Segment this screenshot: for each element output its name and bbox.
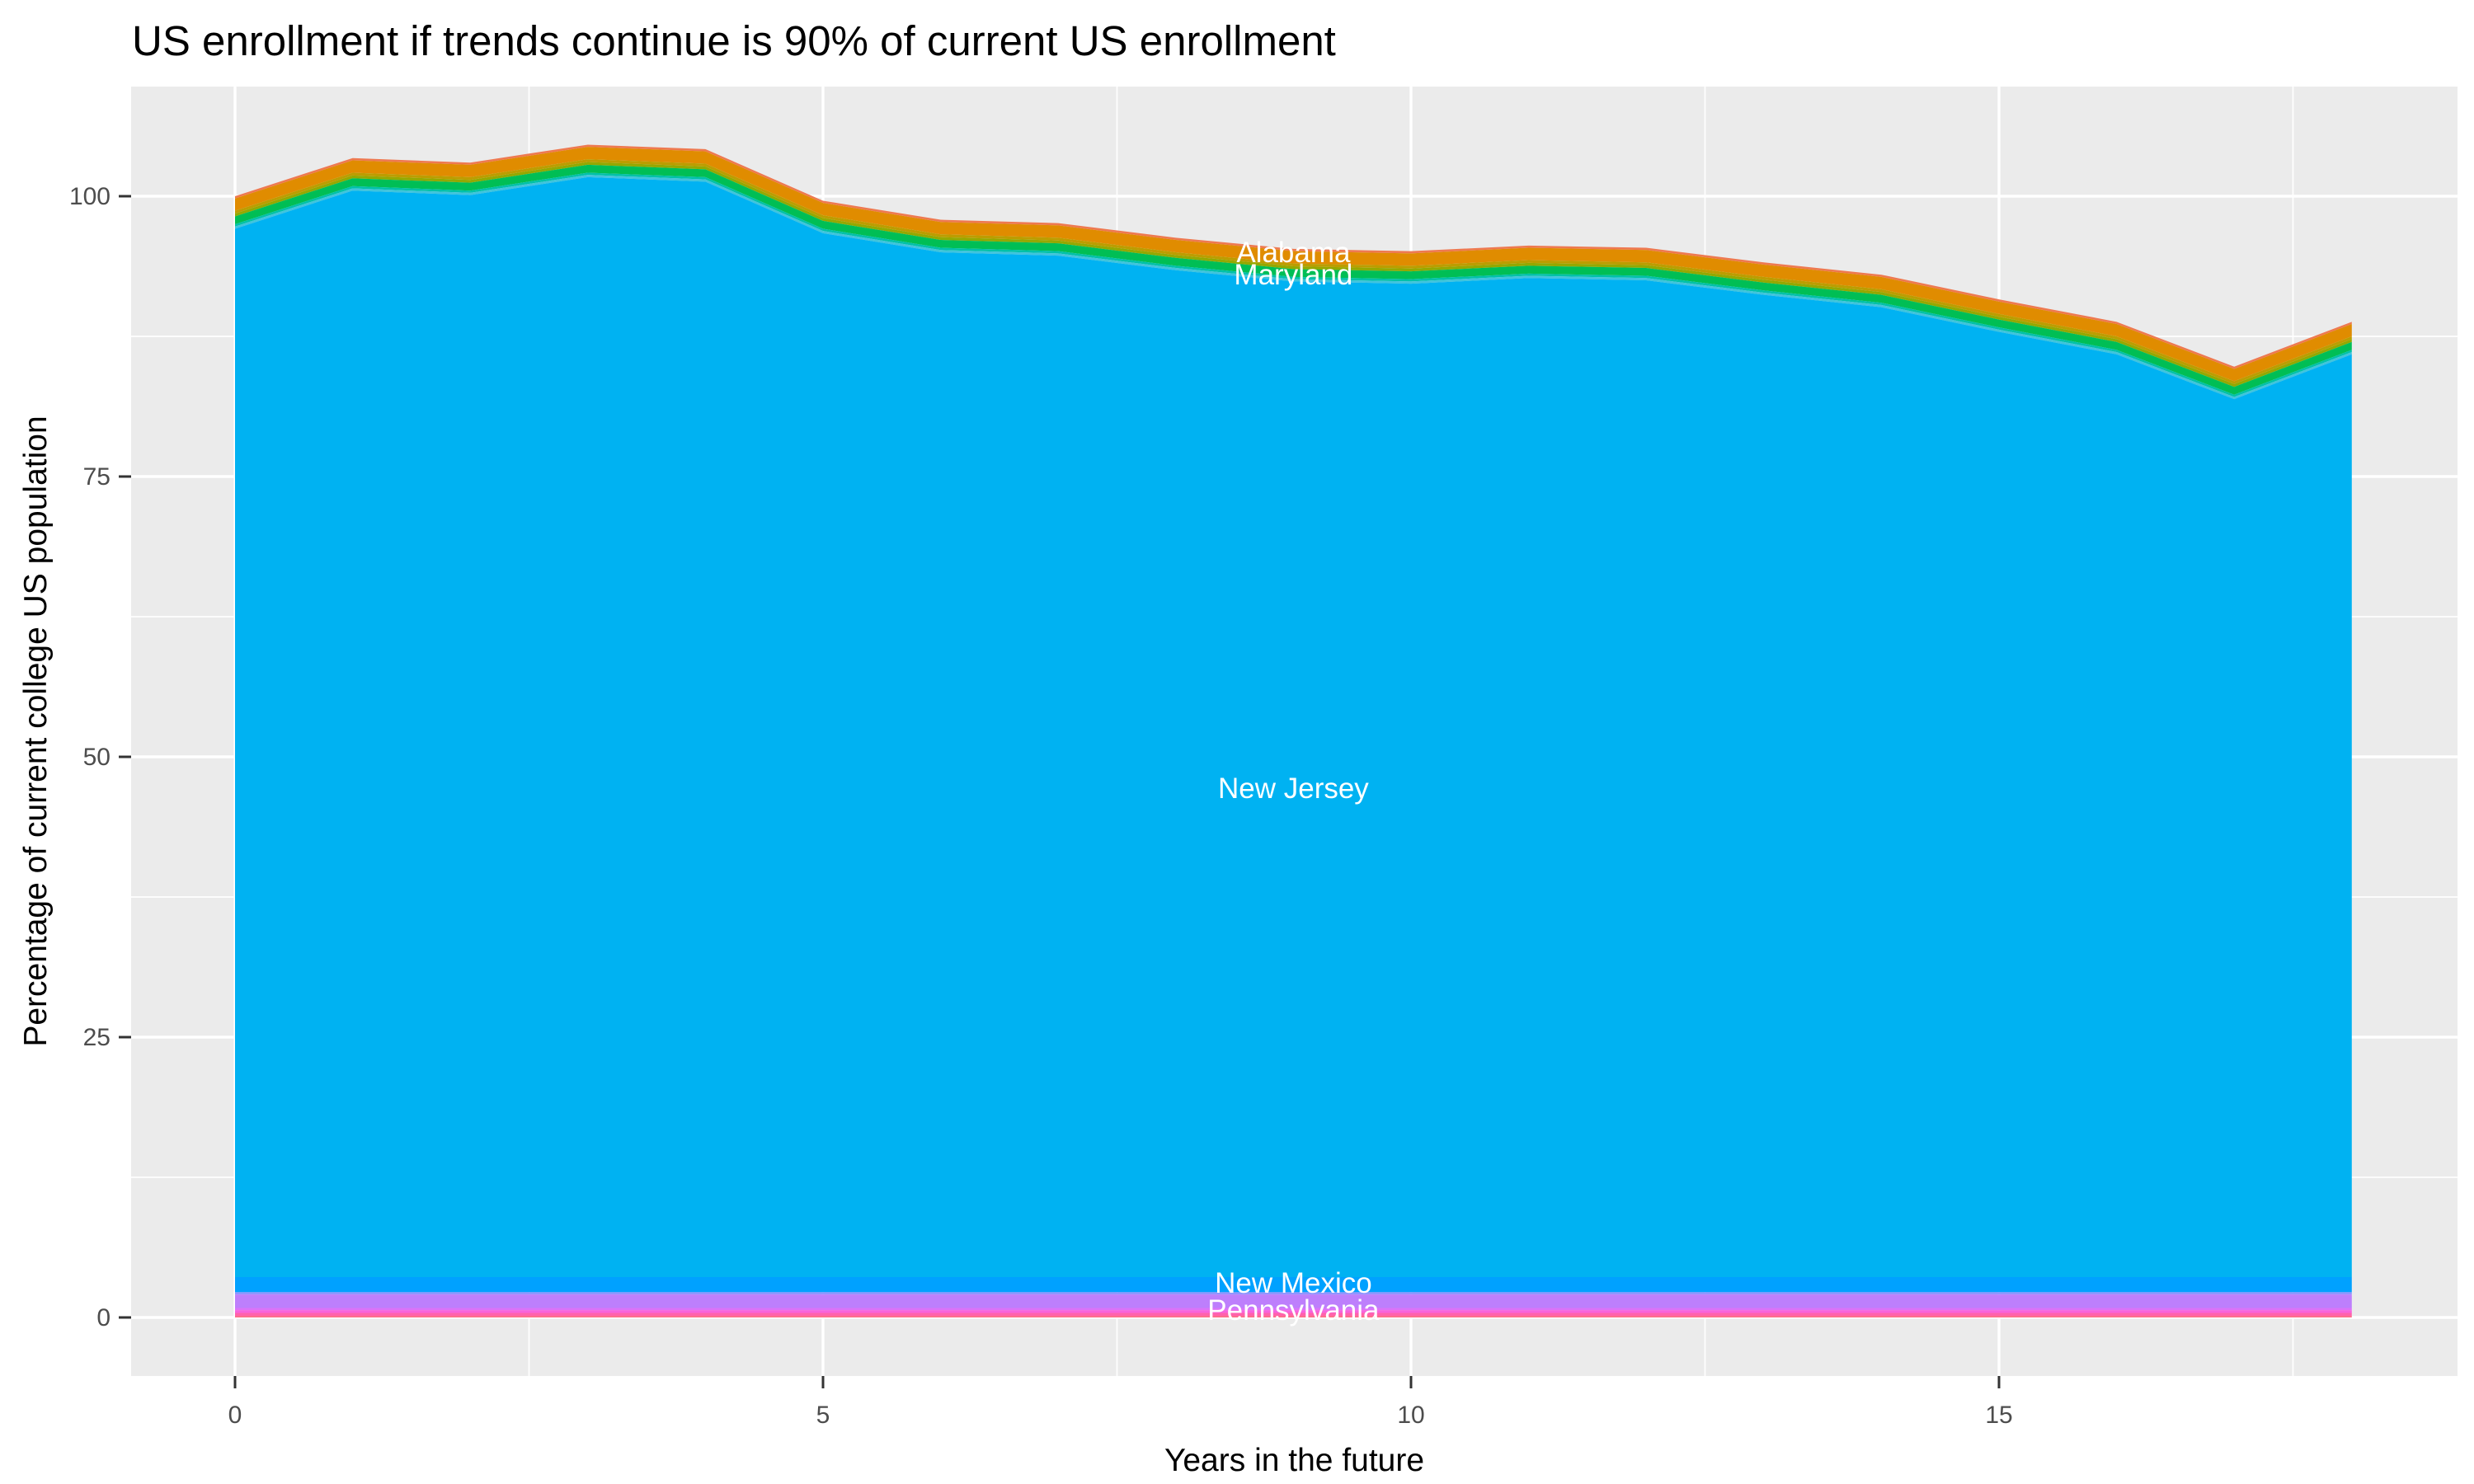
maryland-green-band	[235, 164, 2352, 395]
orchid-band	[235, 1308, 2352, 1311]
pennsylvania-purple-band	[235, 1294, 2352, 1308]
periwinkle-band	[235, 1292, 2352, 1295]
x-tick-label: 5	[816, 1402, 830, 1429]
alabama-orange-band	[235, 147, 2352, 382]
x-tick-label: 15	[1985, 1402, 2012, 1429]
state-label-alabama: Alabama	[1236, 237, 1351, 269]
hot-pink-band	[235, 1313, 2352, 1316]
y-axis-title: Percentage of current college US populat…	[18, 416, 54, 1047]
chart-title: US enrollment if trends continue is 90% …	[132, 17, 1336, 64]
y-tick-label: 75	[83, 463, 111, 491]
rose-band	[235, 1315, 2352, 1317]
state-label-new-jersey: New Jersey	[1218, 773, 1369, 805]
x-tick-label: 0	[228, 1402, 242, 1429]
new-mexico-blue-band	[235, 1277, 2352, 1293]
state-label-maryland: Maryland	[1234, 259, 1352, 291]
y-tick-label: 25	[83, 1024, 111, 1051]
x-tick-label: 10	[1397, 1402, 1424, 1429]
y-tick-label: 0	[96, 1304, 111, 1331]
y-tick-label: 50	[83, 744, 111, 771]
state-label-pennsylvania: Pennsylvania	[1207, 1294, 1380, 1327]
state-label-new-mexico: New Mexico	[1215, 1267, 1372, 1299]
new-jersey-blue-band	[235, 176, 2352, 1278]
magenta-band	[235, 1310, 2352, 1313]
y-tick-label: 100	[69, 183, 111, 210]
x-axis-title: Years in the future	[1164, 1443, 1425, 1478]
